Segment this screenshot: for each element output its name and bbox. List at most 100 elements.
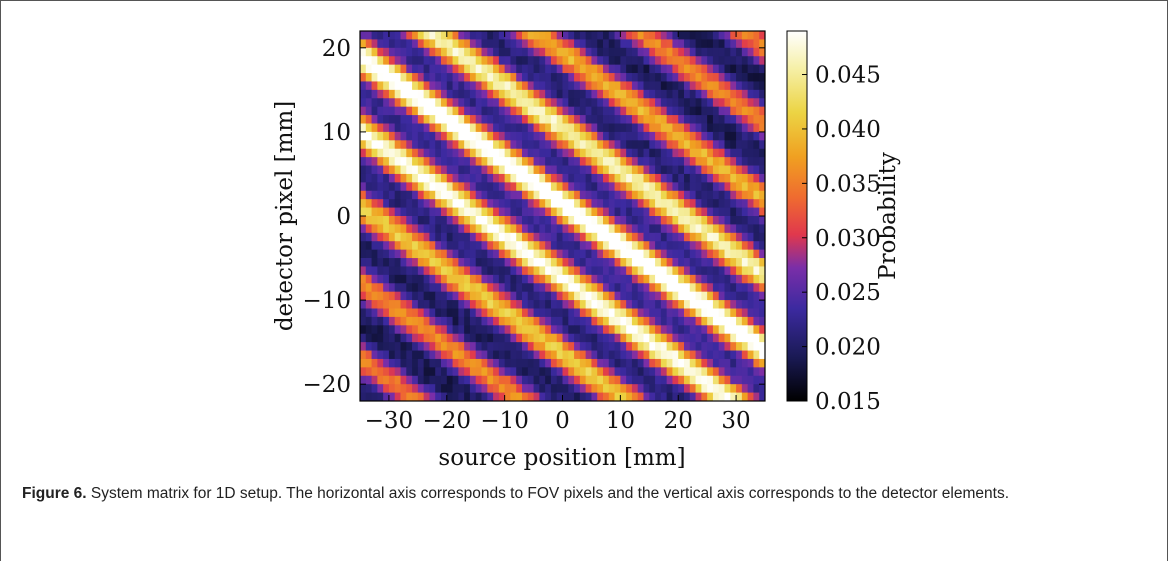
- heatmap-cell: [585, 367, 592, 377]
- heatmap-cell: [412, 274, 419, 284]
- heatmap-cell: [759, 73, 766, 82]
- heatmap-cell: [527, 258, 534, 267]
- heatmap-cell: [481, 375, 488, 385]
- heatmap-cell: [707, 232, 714, 242]
- heatmap-cell: [464, 56, 471, 66]
- heatmap-cell: [649, 367, 656, 377]
- heatmap-cell: [684, 140, 691, 150]
- heatmap-cell: [626, 342, 633, 351]
- heatmap-cell: [527, 199, 534, 208]
- heatmap-cell: [412, 165, 419, 175]
- heatmap-cell: [469, 342, 477, 351]
- heatmap-cell: [597, 98, 604, 108]
- heatmap-cell: [689, 157, 696, 166]
- heatmap-cell: [712, 291, 720, 301]
- heatmap-cell: [684, 207, 691, 217]
- heatmap-cell: [539, 375, 546, 385]
- heatmap-cell: [435, 39, 442, 49]
- heatmap-cell: [441, 249, 448, 259]
- heatmap-cell: [522, 384, 529, 393]
- heatmap-cell: [429, 241, 436, 251]
- heatmap-cell: [516, 325, 523, 335]
- heatmap-cell: [695, 157, 702, 166]
- heatmap-cell: [417, 89, 425, 99]
- heatmap-cell: [608, 232, 615, 242]
- heatmap-cell: [626, 190, 633, 200]
- heatmap-cell: [498, 232, 506, 242]
- heatmap-cell: [637, 157, 644, 166]
- heatmap-cell: [585, 81, 592, 91]
- heatmap-cell: [545, 249, 552, 259]
- heatmap-cell: [388, 199, 396, 208]
- heatmap-cell: [406, 358, 413, 368]
- heatmap-cell: [498, 333, 506, 343]
- heatmap-cell: [475, 165, 482, 175]
- heatmap-cell: [377, 190, 384, 200]
- heatmap-cell: [498, 216, 506, 225]
- heatmap-cell: [660, 375, 668, 385]
- heatmap-cell: [707, 350, 714, 360]
- heatmap-cell: [360, 258, 367, 267]
- heatmap-cell: [452, 367, 459, 377]
- heatmap-cell: [701, 241, 708, 251]
- heatmap-cell: [730, 39, 737, 49]
- heatmap-cell: [608, 131, 615, 141]
- heatmap-cell: [689, 81, 696, 91]
- heatmap-cell: [527, 274, 534, 284]
- heatmap-cell: [660, 81, 668, 91]
- heatmap-cell: [533, 157, 540, 166]
- heatmap-cell: [550, 325, 558, 335]
- heatmap-cell: [516, 350, 523, 360]
- heatmap-cell: [539, 249, 546, 259]
- heatmap-cell: [603, 199, 610, 208]
- heatmap-cell: [718, 131, 725, 141]
- heatmap-cell: [498, 283, 506, 293]
- heatmap-cell: [377, 283, 384, 293]
- heatmap-cell: [406, 165, 413, 175]
- heatmap-cell: [510, 358, 517, 368]
- heatmap-cell: [736, 31, 743, 40]
- heatmap-cell: [522, 190, 529, 200]
- heatmap-cell: [429, 283, 436, 293]
- heatmap-cell: [649, 31, 656, 40]
- heatmap-cell: [394, 333, 401, 343]
- heatmap-cell: [388, 39, 396, 49]
- heatmap-cell: [666, 47, 673, 57]
- heatmap-cell: [712, 342, 720, 351]
- heatmap-cell: [695, 173, 702, 183]
- heatmap-cell: [510, 224, 517, 234]
- heatmap-cell: [701, 350, 708, 360]
- heatmap-cell: [481, 131, 488, 141]
- heatmap-cell: [365, 392, 372, 402]
- heatmap-cell: [718, 207, 725, 217]
- heatmap-cell: [400, 64, 407, 74]
- heatmap-cell: [608, 123, 615, 133]
- heatmap-cell: [406, 325, 413, 335]
- heatmap-cell: [429, 384, 436, 393]
- heatmap-cell: [527, 266, 534, 276]
- heatmap-cell: [603, 274, 610, 284]
- heatmap-cell: [579, 283, 587, 293]
- heatmap-cell: [527, 165, 534, 175]
- heatmap-cell: [707, 140, 714, 150]
- heatmap-cell: [620, 98, 627, 108]
- heatmap-cell: [545, 375, 552, 385]
- heatmap-cell: [608, 190, 615, 200]
- heatmap-cell: [383, 89, 390, 99]
- heatmap-cell: [655, 140, 662, 150]
- heatmap-cell: [736, 308, 743, 318]
- heatmap-cell: [666, 384, 673, 393]
- heatmap-cell: [388, 308, 396, 318]
- heatmap-cell: [469, 283, 477, 293]
- heatmap-cell: [469, 123, 477, 133]
- heatmap-cell: [388, 89, 396, 99]
- heatmap-cell: [406, 241, 413, 251]
- heatmap-cell: [678, 115, 685, 124]
- heatmap-cell: [388, 47, 396, 57]
- heatmap-cell: [585, 308, 592, 318]
- heatmap-cell: [695, 47, 702, 57]
- heatmap-cell: [406, 232, 413, 242]
- heatmap-cell: [603, 291, 610, 301]
- heatmap-cell: [724, 199, 731, 208]
